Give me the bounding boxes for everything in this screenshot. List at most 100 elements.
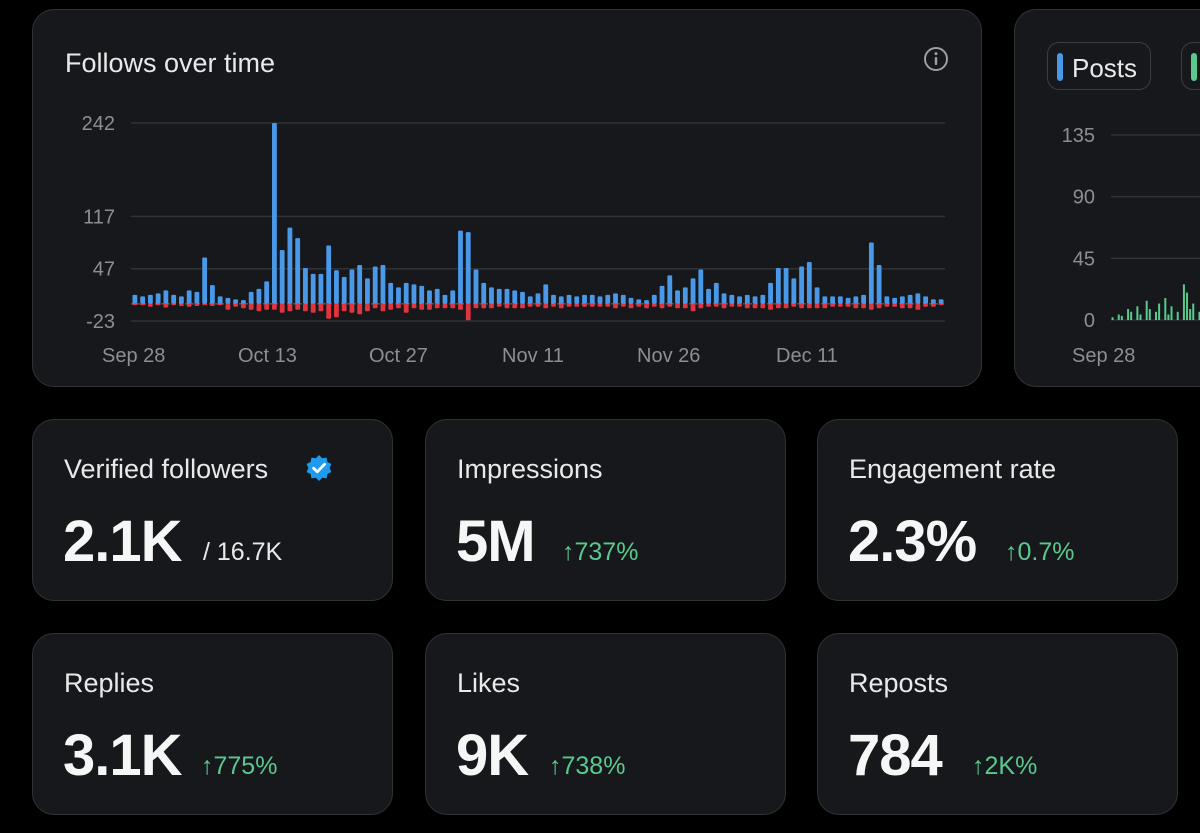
gain-bar bbox=[791, 278, 797, 304]
loss-bar bbox=[659, 303, 665, 309]
gain-bar bbox=[264, 281, 270, 304]
posts-bar bbox=[1170, 306, 1173, 320]
gain-bar bbox=[845, 297, 851, 304]
gain-bar bbox=[147, 294, 153, 304]
gain-bar bbox=[171, 294, 177, 304]
loss-bar bbox=[589, 303, 595, 307]
loss-bar bbox=[163, 303, 169, 308]
x-tick-label: Nov 26 bbox=[637, 345, 700, 367]
gain-bar bbox=[675, 290, 680, 304]
gain-bar bbox=[349, 269, 355, 304]
loss-bar bbox=[884, 303, 890, 307]
gain-bar bbox=[341, 276, 347, 304]
replies-card: Replies 3.1K ↑775% bbox=[32, 633, 393, 815]
loss-bar bbox=[341, 303, 347, 312]
loss-bar bbox=[566, 303, 572, 307]
gain-bar bbox=[287, 227, 293, 304]
posts-bar bbox=[1182, 284, 1185, 320]
gain-bar bbox=[620, 294, 626, 304]
x-tick-label: Sep 28 bbox=[102, 345, 165, 367]
gain-bar bbox=[473, 269, 479, 304]
posts-bar bbox=[1155, 311, 1157, 320]
gain-bar bbox=[775, 267, 781, 304]
loss-bar bbox=[558, 303, 564, 309]
gain-bar bbox=[442, 294, 448, 304]
loss-bar bbox=[264, 303, 270, 310]
gain-bar bbox=[799, 266, 804, 304]
gain-bar bbox=[760, 294, 766, 304]
gain-bar bbox=[233, 299, 239, 304]
loss-bar bbox=[209, 303, 215, 307]
loss-bar bbox=[396, 303, 401, 309]
gain-bar bbox=[403, 282, 409, 304]
replies-value: 3.1K bbox=[63, 723, 183, 788]
gain-bar bbox=[861, 294, 867, 304]
engagement-rate-title: Engagement rate bbox=[849, 454, 1057, 484]
follows-card-title: Follows over time bbox=[65, 48, 276, 78]
impressions-card: Impressions 5M ↑737% bbox=[425, 419, 786, 601]
engagement-rate-delta: ↑0.7% bbox=[1005, 538, 1075, 566]
loss-bar bbox=[868, 303, 874, 310]
loss-bar bbox=[256, 303, 262, 312]
gain-bar bbox=[295, 238, 301, 304]
loss-bar bbox=[876, 303, 882, 309]
follows-chart: 242 117 47 -23 Sep 28 Oct 13 Oct 27 Nov 11 Nov 2… bbox=[82, 113, 945, 367]
loss-bar bbox=[551, 303, 556, 307]
loss-bar bbox=[915, 303, 921, 310]
y-tick-label: 45 bbox=[1073, 248, 1095, 270]
loss-bar bbox=[752, 303, 758, 309]
loss-bar bbox=[737, 303, 742, 307]
loss-bar bbox=[682, 303, 688, 309]
posts-bar bbox=[1189, 309, 1192, 320]
gain-bar bbox=[365, 278, 370, 304]
gain-bar bbox=[729, 294, 735, 304]
loss-bar bbox=[496, 303, 502, 307]
y-tick-label: 135 bbox=[1062, 125, 1095, 147]
loss-bar bbox=[651, 303, 657, 307]
gain-bar bbox=[535, 293, 541, 304]
x-tick-label: Oct 27 bbox=[369, 345, 428, 367]
gain-bar bbox=[186, 290, 192, 304]
likes-value: 9K bbox=[456, 723, 529, 788]
gain-bar bbox=[907, 294, 913, 304]
gain-bar bbox=[272, 123, 277, 304]
impressions-delta: ↑737% bbox=[562, 538, 639, 566]
gain-bar bbox=[938, 299, 944, 304]
loss-bar bbox=[427, 303, 432, 310]
gain-bar bbox=[574, 296, 580, 304]
gain-bar bbox=[613, 293, 618, 304]
loss-bar bbox=[295, 303, 301, 310]
gain-bar bbox=[837, 296, 843, 304]
gain-bar bbox=[334, 270, 339, 304]
info-icon[interactable] bbox=[923, 46, 949, 72]
y-tick-label: -23 bbox=[86, 311, 115, 333]
loss-bar bbox=[938, 303, 944, 306]
loss-bar bbox=[248, 303, 254, 310]
posts-bar bbox=[1167, 314, 1170, 320]
loss-bar bbox=[194, 303, 200, 307]
replies-title: Replies bbox=[64, 668, 155, 698]
loss-bar bbox=[233, 303, 239, 307]
follows-over-time-card: Follows over time 242 117 47 -23 Sep 28 Oct 1… bbox=[32, 9, 982, 387]
gain-bar bbox=[644, 300, 649, 304]
loss-bar bbox=[853, 303, 859, 309]
replies-delta: ↑775% bbox=[201, 752, 278, 780]
loss-bar bbox=[814, 303, 820, 309]
gain-bar bbox=[496, 288, 502, 304]
legend-second-toggle[interactable] bbox=[1181, 42, 1200, 90]
loss-bar bbox=[147, 303, 153, 307]
likes-delta: ↑738% bbox=[549, 752, 626, 780]
posts-bar bbox=[1111, 317, 1114, 320]
legend-posts-toggle[interactable]: Posts bbox=[1047, 42, 1151, 90]
loss-bar bbox=[132, 303, 138, 306]
posts-legend-label: Posts bbox=[1072, 53, 1138, 83]
impressions-value: 5M bbox=[456, 509, 536, 574]
posts-bar bbox=[1186, 292, 1189, 320]
loss-bar bbox=[620, 303, 626, 307]
loss-bar bbox=[155, 303, 161, 306]
loss-bar bbox=[372, 303, 378, 309]
loss-bar bbox=[140, 303, 146, 306]
loss-bar bbox=[349, 303, 355, 313]
posts-bar bbox=[1145, 300, 1148, 320]
gain-bar bbox=[783, 267, 789, 304]
